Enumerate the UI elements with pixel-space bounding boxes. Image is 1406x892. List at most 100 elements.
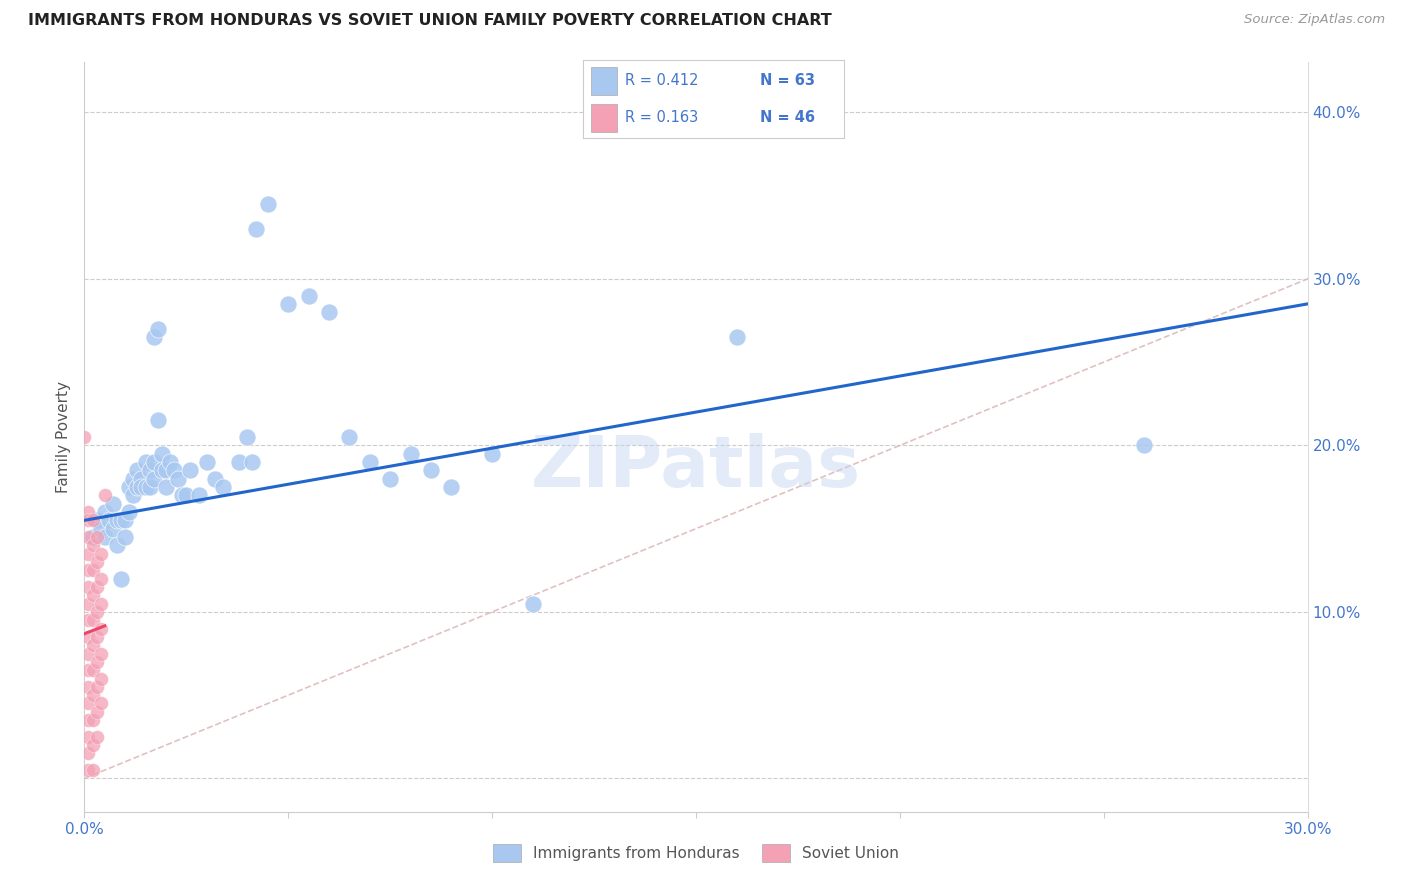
Point xyxy=(82,513,104,527)
Point xyxy=(82,588,104,602)
Point xyxy=(93,488,115,502)
Point xyxy=(420,463,443,477)
Point xyxy=(110,572,132,586)
Point xyxy=(725,330,748,344)
Point xyxy=(82,538,104,552)
Point xyxy=(105,538,128,552)
Point xyxy=(101,497,124,511)
Point xyxy=(277,297,299,311)
Point xyxy=(90,522,112,536)
Point xyxy=(142,455,165,469)
Text: Source: ZipAtlas.com: Source: ZipAtlas.com xyxy=(1244,13,1385,27)
Point xyxy=(77,530,100,544)
Point xyxy=(172,488,194,502)
Point xyxy=(101,522,124,536)
Point xyxy=(318,305,340,319)
Point xyxy=(90,672,112,686)
Text: R = 0.163: R = 0.163 xyxy=(626,111,699,126)
Point xyxy=(73,430,96,444)
Point xyxy=(204,472,226,486)
Point xyxy=(359,455,381,469)
Point xyxy=(77,747,100,761)
Point xyxy=(131,480,153,494)
Text: N = 46: N = 46 xyxy=(761,111,815,126)
Point xyxy=(127,480,149,494)
Point xyxy=(90,697,112,711)
Point xyxy=(77,730,100,744)
Text: IMMIGRANTS FROM HONDURAS VS SOVIET UNION FAMILY POVERTY CORRELATION CHART: IMMIGRANTS FROM HONDURAS VS SOVIET UNION… xyxy=(28,13,832,29)
Point xyxy=(142,472,165,486)
Point xyxy=(114,530,136,544)
Point xyxy=(77,580,100,594)
Point xyxy=(163,463,186,477)
Point xyxy=(77,663,100,677)
Point xyxy=(118,505,141,519)
Point xyxy=(159,455,181,469)
Point xyxy=(212,480,235,494)
Point xyxy=(298,288,321,302)
Point xyxy=(82,763,104,777)
Point xyxy=(86,580,108,594)
Point xyxy=(77,763,100,777)
Point xyxy=(90,622,112,636)
Point xyxy=(380,472,402,486)
Point xyxy=(82,563,104,577)
Point xyxy=(86,555,108,569)
Point xyxy=(86,630,108,644)
Point xyxy=(90,647,112,661)
Point xyxy=(179,463,201,477)
Point xyxy=(77,563,100,577)
Point xyxy=(440,480,463,494)
Point xyxy=(150,463,173,477)
Point xyxy=(339,430,361,444)
Point xyxy=(257,197,280,211)
Point xyxy=(86,530,108,544)
Point xyxy=(86,680,108,694)
Point xyxy=(142,330,165,344)
Point xyxy=(481,447,503,461)
Point xyxy=(228,455,250,469)
Point xyxy=(77,513,100,527)
Point xyxy=(1133,438,1156,452)
Point xyxy=(114,513,136,527)
Point xyxy=(77,647,100,661)
Point xyxy=(86,605,108,619)
Point xyxy=(138,463,160,477)
Point xyxy=(82,688,104,702)
Point xyxy=(86,655,108,669)
Point xyxy=(77,680,100,694)
Point xyxy=(146,322,169,336)
Point xyxy=(82,713,104,727)
Point xyxy=(77,630,100,644)
Point xyxy=(93,530,115,544)
Y-axis label: Family Poverty: Family Poverty xyxy=(56,381,72,493)
Point xyxy=(90,547,112,561)
Point xyxy=(77,713,100,727)
Point xyxy=(77,505,100,519)
Point xyxy=(77,597,100,611)
Point xyxy=(155,463,177,477)
Point xyxy=(240,455,263,469)
Point xyxy=(138,480,160,494)
Point xyxy=(122,472,145,486)
Text: N = 63: N = 63 xyxy=(761,73,815,88)
Bar xyxy=(592,103,617,132)
Point xyxy=(167,472,190,486)
Text: R = 0.412: R = 0.412 xyxy=(626,73,699,88)
Point xyxy=(174,488,197,502)
Point xyxy=(187,488,209,502)
Point xyxy=(86,730,108,744)
Point xyxy=(86,513,108,527)
Point xyxy=(245,222,267,236)
Point xyxy=(97,513,120,527)
Point xyxy=(90,572,112,586)
Point xyxy=(118,480,141,494)
Point xyxy=(135,480,157,494)
Point xyxy=(82,530,104,544)
Point xyxy=(82,638,104,652)
Legend: Immigrants from Honduras, Soviet Union: Immigrants from Honduras, Soviet Union xyxy=(486,838,905,868)
Point xyxy=(236,430,259,444)
Point xyxy=(90,597,112,611)
Point xyxy=(82,738,104,752)
Point xyxy=(82,613,104,627)
